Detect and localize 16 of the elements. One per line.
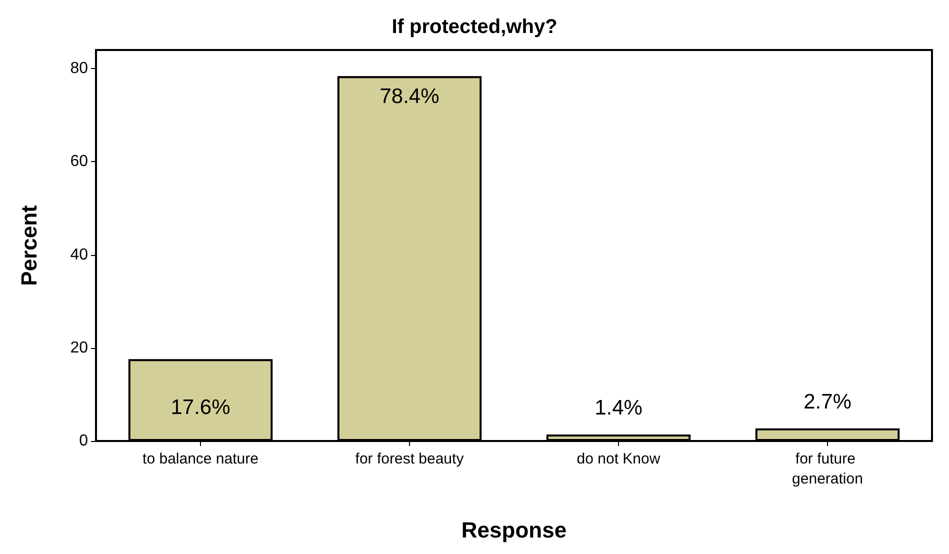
x-tick-label: for future generation bbox=[792, 450, 863, 488]
data-label: 17.6% bbox=[170, 396, 230, 420]
y-tick-label: 60 bbox=[70, 153, 88, 170]
x-tick-label: for forest beauty bbox=[355, 450, 464, 468]
data-label: 78.4% bbox=[380, 85, 440, 108]
x-tick-label: to balance nature bbox=[142, 450, 258, 468]
x-tick-label: do not Know bbox=[576, 450, 660, 468]
y-tick-label: 40 bbox=[70, 246, 88, 264]
y-axis-title: Percent bbox=[16, 204, 42, 286]
chart-title: If protected,why? bbox=[392, 16, 558, 38]
x-axis-title: Response bbox=[461, 518, 567, 542]
y-tick-label: 0 bbox=[79, 432, 88, 450]
y-tick-label: 80 bbox=[70, 60, 88, 78]
data-label: 1.4% bbox=[594, 396, 642, 420]
data-label: 2.7% bbox=[804, 390, 852, 414]
y-tick-label: 20 bbox=[70, 339, 88, 356]
